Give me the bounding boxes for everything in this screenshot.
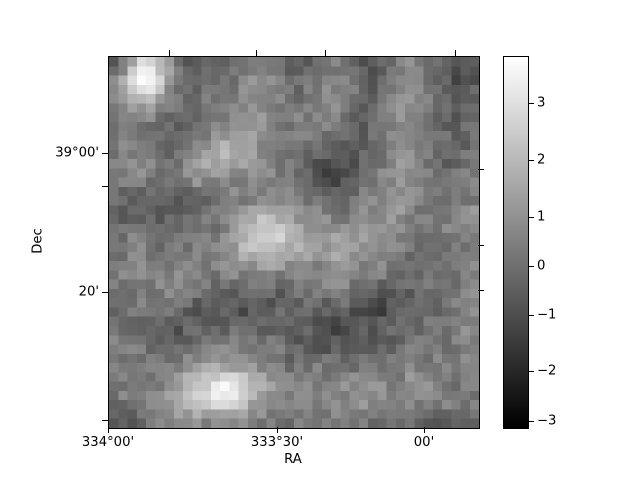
colorbar-tick-label: 2 <box>537 152 546 168</box>
y-tickmark <box>102 292 108 294</box>
sky-image-heatmap[interactable] <box>109 57 479 428</box>
x-tickmark-top <box>455 50 457 56</box>
colorbar-tickmark <box>528 160 534 162</box>
colorbar-tickmark <box>528 103 534 105</box>
colorbar-tickmark <box>528 315 534 317</box>
colorbar-tickmark <box>528 217 534 219</box>
x-tickmark-top <box>169 50 171 56</box>
y-tick-label: 20' <box>78 284 99 300</box>
x-tick-label: 00' <box>413 435 435 450</box>
colorbar[interactable] <box>503 56 529 429</box>
x-tick-label: 334°00' <box>81 435 135 450</box>
colorbar-tick-label: −1 <box>537 307 557 323</box>
colorbar-tickmark <box>528 266 534 268</box>
x-tickmark-top <box>325 50 327 56</box>
colorbar-tick-label: −3 <box>537 413 557 429</box>
y-axis-label: Dec <box>30 228 46 254</box>
sky-image-axes[interactable] <box>108 56 480 429</box>
y-tickmark-right <box>478 245 484 247</box>
y-tickmark-right <box>478 290 484 292</box>
colorbar-tickmarks <box>504 57 528 428</box>
colorbar-tickmark <box>528 371 534 373</box>
colorbar-tickmark <box>528 421 534 423</box>
y-tickmark-right <box>478 169 484 171</box>
colorbar-tick-label: 3 <box>537 95 546 111</box>
x-tickmark <box>277 427 279 433</box>
y-tick-label: 39°00' <box>55 145 99 161</box>
x-tick-label: 333°30' <box>250 435 304 450</box>
x-tickmark <box>108 427 110 433</box>
y-tickmark <box>102 153 108 155</box>
colorbar-tick-label: 0 <box>537 258 546 274</box>
x-axis-label: RA <box>284 452 302 467</box>
colorbar-tick-label: −2 <box>537 363 557 379</box>
y-tickmark-minor <box>102 186 108 188</box>
y-tickmark-minor <box>102 420 108 422</box>
colorbar-tick-label: 1 <box>537 209 546 225</box>
x-tickmark-top <box>256 50 258 56</box>
x-tickmark <box>424 427 426 433</box>
